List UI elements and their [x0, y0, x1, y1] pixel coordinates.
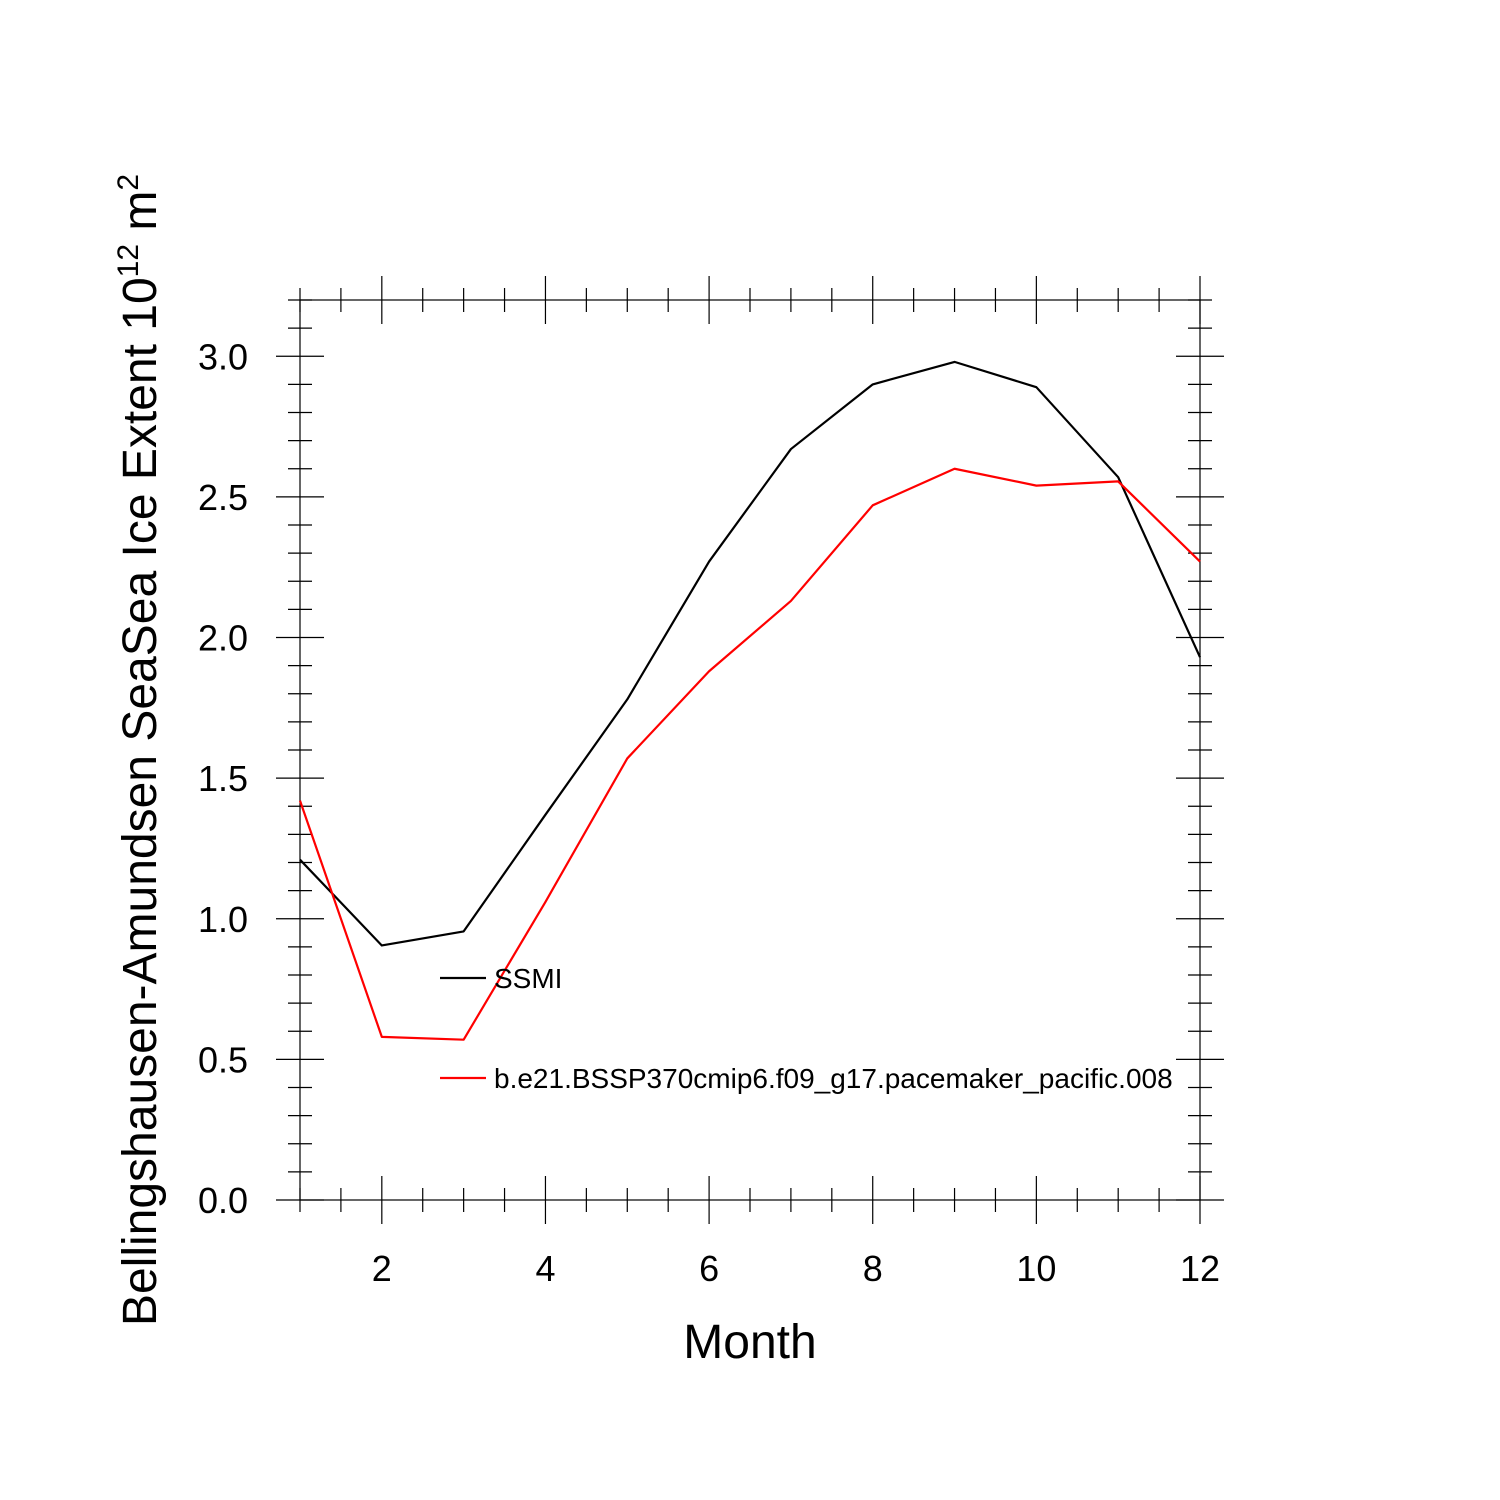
y-axis-title-main: Bellingshausen-Amundsen SeaSea Ice Exten… [114, 277, 167, 1326]
series-line-1 [298, 467, 1201, 1041]
y-tick-label: 3.0 [198, 336, 248, 377]
y-tick-label: 0.0 [198, 1180, 248, 1221]
x-tick-label: 12 [1180, 1248, 1220, 1289]
x-axis-title: Month [683, 1316, 816, 1369]
legend-label-0: SSMI [494, 963, 562, 994]
y-tick-label: 0.5 [198, 1039, 248, 1080]
x-tick-label: 6 [699, 1248, 719, 1289]
series-line-0 [299, 360, 1202, 947]
y-tick-label: 1.5 [198, 758, 248, 799]
y-tick-labels: 0.0 0.5 1.0 1.5 2.0 2.5 3.0 [198, 336, 248, 1221]
x-tick-label: 4 [535, 1248, 555, 1289]
y-axis-title-exponent: 12 [112, 244, 145, 277]
y-axis-title-unit: m [114, 191, 167, 244]
axis-ticks [276, 276, 1224, 1224]
y-axis-title-unit-exponent: 2 [112, 174, 145, 191]
legend-label-1: b.e21.BSSP370cmip6.f09_g17.pacemaker_pac… [494, 1063, 1173, 1094]
x-tick-label: 2 [372, 1248, 392, 1289]
series-lines [298, 360, 1202, 1041]
y-tick-label: 2.5 [198, 477, 248, 518]
x-tick-labels: 2 4 6 8 10 12 [372, 1248, 1220, 1289]
y-axis-title: Bellingshausen-Amundsen SeaSea Ice Exten… [112, 174, 167, 1326]
y-tick-label: 1.0 [198, 899, 248, 940]
y-tick-label: 2.0 [198, 618, 248, 659]
x-tick-label: 8 [863, 1248, 883, 1289]
x-tick-label: 10 [1016, 1248, 1056, 1289]
legend: SSMI b.e21.BSSP370cmip6.f09_g17.pacemaker… [440, 963, 1173, 1094]
